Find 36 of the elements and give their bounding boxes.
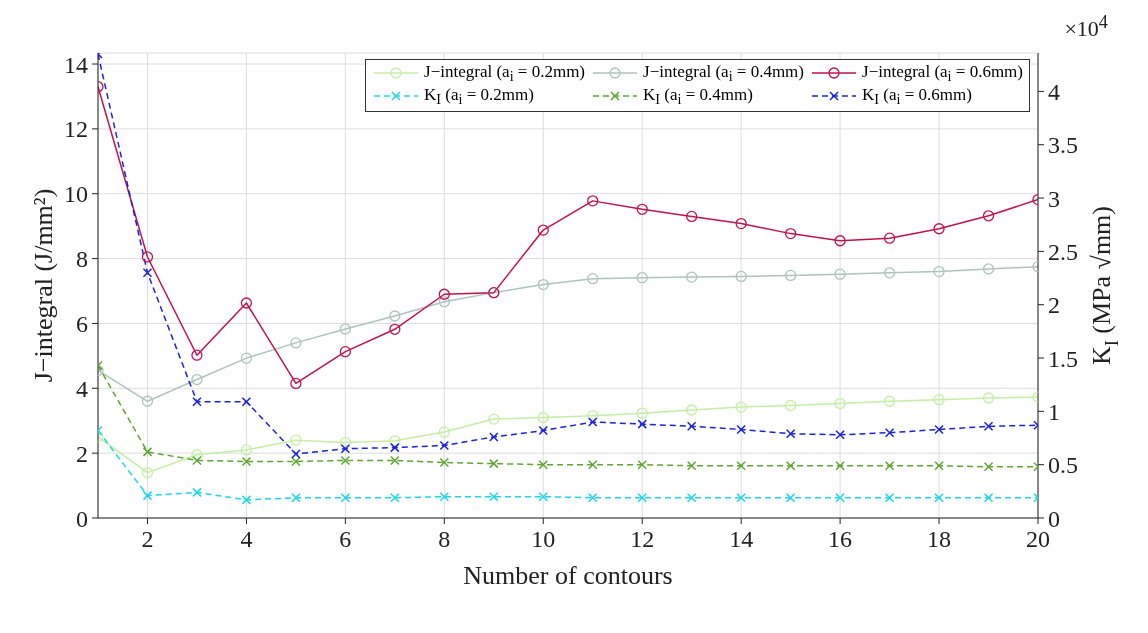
x-tick-label: 10 — [531, 526, 556, 553]
x-tick-label: 4 — [240, 526, 253, 553]
x-tick-label: 16 — [828, 526, 853, 553]
y-tick-label: 12 — [64, 116, 88, 143]
y2-tick-label: 2.5 — [1048, 238, 1078, 265]
y2-tick-label: 4 — [1048, 78, 1060, 105]
x-tick-label: 18 — [927, 526, 952, 553]
y2-tick-label: 1 — [1048, 398, 1060, 425]
y-axis-title: J−integral (J/mm²) — [28, 188, 58, 383]
legend-label: J−integral (a$_{i}$ = 0.4mm) — [643, 62, 805, 85]
legend-label: K$_{I}$ (a$_{i}$ = 0.6mm) — [862, 85, 972, 108]
y2-tick-label: 0.5 — [1048, 452, 1078, 479]
x-tick-label: 8 — [438, 526, 451, 553]
y-tick-label: 0 — [76, 505, 88, 532]
y-tick-label: 8 — [76, 246, 88, 273]
y2-tick-label: 3 — [1048, 185, 1060, 212]
x-tick-label: 2 — [141, 526, 154, 553]
y-tick-label: 2 — [76, 440, 88, 467]
legend-label: K$_{I}$ (a$_{i}$ = 0.4mm) — [643, 85, 753, 108]
y-tick-label: 6 — [76, 310, 88, 337]
x-tick-label: 12 — [630, 526, 655, 553]
y-tick-label: 10 — [64, 181, 88, 208]
text: ×10$^{4}$ — [1064, 12, 1108, 43]
y2-tick-label: 0 — [1048, 505, 1060, 532]
x-tick-label: 20 — [1026, 526, 1050, 553]
y-tick-label: 14 — [64, 51, 88, 78]
x-axis-title: Number of contours — [463, 561, 673, 590]
legend-label: J−integral (a$_{i}$ = 0.2mm) — [424, 62, 586, 85]
y2-tick-label: 3.5 — [1048, 132, 1078, 159]
y2-tick-label: 1.5 — [1048, 345, 1078, 372]
legend-label: J−integral (a$_{i}$ = 0.6mm) — [862, 62, 1023, 85]
x-tick-label: 14 — [729, 526, 754, 553]
x-tick-label: 6 — [339, 526, 352, 553]
legend-label: K$_{I}$ (a$_{i}$ = 0.2mm) — [424, 85, 534, 108]
y-tick-label: 4 — [76, 375, 88, 402]
y2-tick-label: 2 — [1048, 292, 1060, 319]
